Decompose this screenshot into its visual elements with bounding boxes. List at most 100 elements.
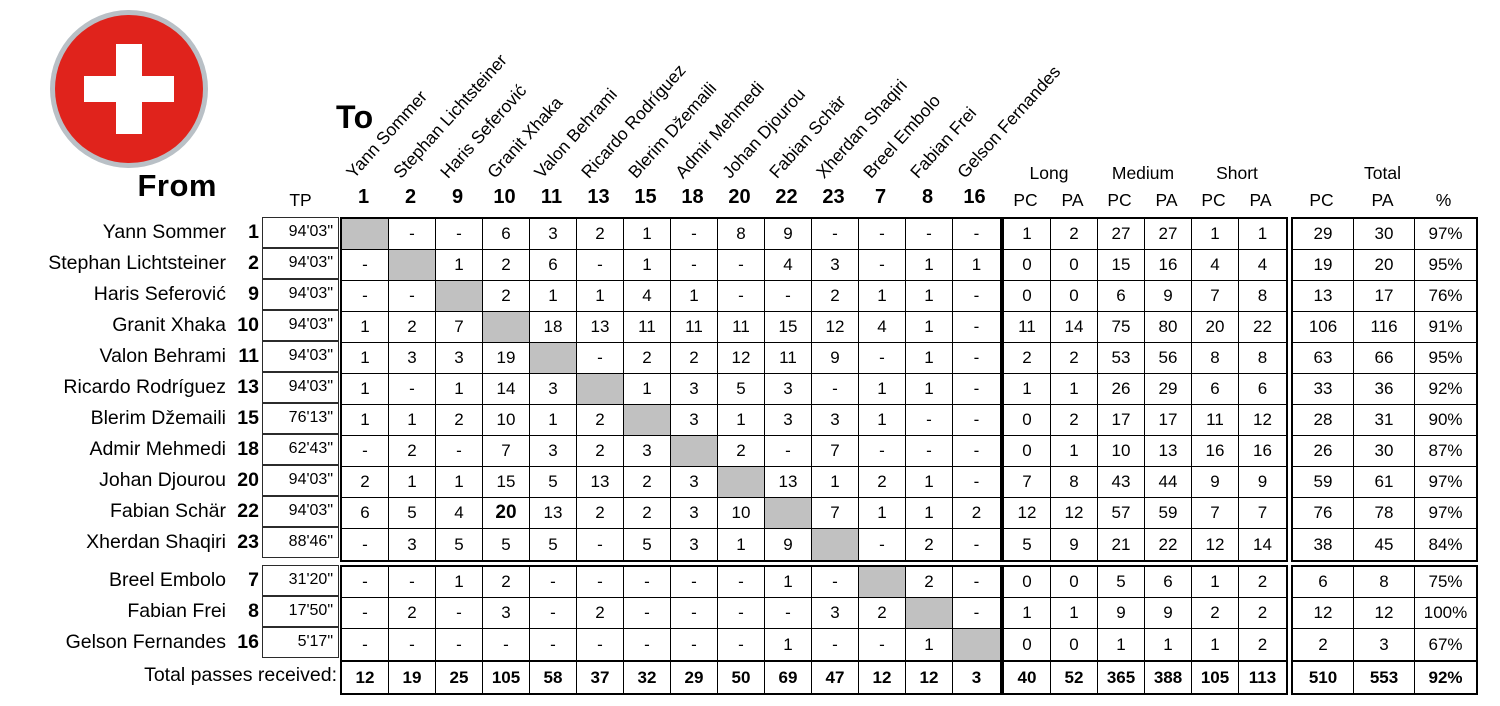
matrix-cell: 7 <box>436 312 483 343</box>
matrix-cell: 15 <box>483 467 530 498</box>
matrix-cell: - <box>436 219 483 250</box>
matrix-cell: - <box>859 529 906 560</box>
matrix-cell: - <box>671 250 718 281</box>
stat-cell: 4 <box>1192 250 1239 281</box>
matrix-cell: 1 <box>436 567 483 598</box>
total-cell: 75% <box>1415 567 1476 598</box>
total-cell: 45 <box>1354 529 1415 560</box>
matrix-cell: 1 <box>718 405 765 436</box>
stat-cell: 0 <box>1004 629 1051 660</box>
matrix-cell: - <box>624 567 671 598</box>
matrix-cell: - <box>577 567 624 598</box>
player-name: Ricardo Rodríguez <box>63 376 226 398</box>
matrix-cell: 1 <box>624 219 671 250</box>
stat-cell: 9 <box>1051 529 1098 560</box>
matrix-cell: 2 <box>671 343 718 374</box>
matrix-cell: 1 <box>859 405 906 436</box>
switzerland-flag-icon <box>50 10 208 168</box>
stat-cell: 1 <box>1051 598 1098 629</box>
stat-total-cell: 365 <box>1098 662 1145 693</box>
stat-cell: 0 <box>1004 405 1051 436</box>
matrix-cell: - <box>859 250 906 281</box>
diagonal-cell <box>859 567 906 598</box>
total-cell: 116 <box>1354 312 1415 343</box>
matrix-cell: 2 <box>859 467 906 498</box>
pc-header: PC <box>1309 190 1334 210</box>
stat-cell: 16 <box>1145 250 1192 281</box>
player-number: 15 <box>237 407 259 429</box>
matrix-cell: 3 <box>812 598 859 629</box>
player-name: Valon Behrami <box>99 345 226 367</box>
stat-cell: 1 <box>1145 629 1192 660</box>
matrix-cell: - <box>342 567 389 598</box>
stat-cell: 12 <box>1192 529 1239 560</box>
stat-cell: 1 <box>1239 219 1286 250</box>
stat-cell: 1 <box>1192 219 1239 250</box>
total-cell: 6 <box>1293 567 1354 598</box>
total-cell: 26 <box>1293 436 1354 467</box>
matrix-cell: 14 <box>483 374 530 405</box>
pc-header: PC <box>1107 190 1132 210</box>
matrix-cell: - <box>342 436 389 467</box>
matrix-cell: - <box>859 219 906 250</box>
player-name: Yann Sommer <box>102 221 226 243</box>
matrix-cell: 12 <box>812 312 859 343</box>
matrix-cell: - <box>953 281 1000 312</box>
total-cell: 38 <box>1293 529 1354 560</box>
total-cell: 59 <box>1293 467 1354 498</box>
total-received-cell: 29 <box>671 662 718 693</box>
stat-cell: 6 <box>1098 281 1145 312</box>
matrix-cell: 1 <box>342 343 389 374</box>
matrix-cell: 1 <box>859 498 906 529</box>
matrix-cell: 6 <box>342 498 389 529</box>
diagonal-cell <box>389 250 436 281</box>
matrix-cell: 4 <box>765 250 812 281</box>
matrix-cell: - <box>577 250 624 281</box>
matrix-cell: - <box>483 629 530 660</box>
matrix-cell: - <box>812 374 859 405</box>
matrix-cell: 3 <box>389 343 436 374</box>
matrix-cell: 9 <box>765 219 812 250</box>
tp-header: TP <box>289 190 312 210</box>
tp-value: 94'03" <box>262 279 339 310</box>
stat-cell: 2 <box>1051 343 1098 374</box>
diagonal-cell <box>436 281 483 312</box>
matrix-cell: 2 <box>624 343 671 374</box>
matrix-cell: 13 <box>765 467 812 498</box>
matrix-cell: - <box>436 629 483 660</box>
tp-value: 88'46" <box>262 527 339 558</box>
stat-cell: 1 <box>1192 567 1239 598</box>
matrix-cell: 1 <box>859 374 906 405</box>
stat-cell: 1 <box>1051 436 1098 467</box>
swiss-cross-icon <box>84 76 174 102</box>
stat-cell: 22 <box>1239 312 1286 343</box>
matrix-cell: 1 <box>906 312 953 343</box>
stat-cell: 16 <box>1192 436 1239 467</box>
player-name: Breel Embolo <box>108 569 226 591</box>
stat-cell: 14 <box>1253 534 1272 554</box>
total-cell: 63 <box>1293 343 1354 374</box>
stat-cell: 9 <box>1145 598 1192 629</box>
matrix-cell: 1 <box>906 467 953 498</box>
total-cell: 76 <box>1293 498 1354 529</box>
stat-group-header: Short <box>1216 163 1258 183</box>
total-cell: 12 <box>1293 598 1354 629</box>
matrix-cell: 1 <box>530 405 577 436</box>
player-number: 23 <box>237 531 259 553</box>
stat-cell: 53 <box>1098 343 1145 374</box>
stat-cell: 29 <box>1145 374 1192 405</box>
matrix-cell: 2 <box>577 436 624 467</box>
matrix-cell: 19 <box>483 343 530 374</box>
stat-cell: 1 <box>1051 374 1098 405</box>
matrix-cell: - <box>859 436 906 467</box>
matrix-cell: 2 <box>624 498 671 529</box>
tp-value: 94'03" <box>262 217 339 248</box>
matrix-cell: 13 <box>577 312 624 343</box>
matrix-cell: - <box>342 598 389 629</box>
matrix-cell: 1 <box>765 629 812 660</box>
stat-total-cell: 113 <box>1248 667 1277 687</box>
stat-cell: 27 <box>1145 219 1192 250</box>
total-cell: 76% <box>1415 281 1476 312</box>
total-cell: 95% <box>1415 343 1476 374</box>
matrix-cell: - <box>718 629 765 660</box>
